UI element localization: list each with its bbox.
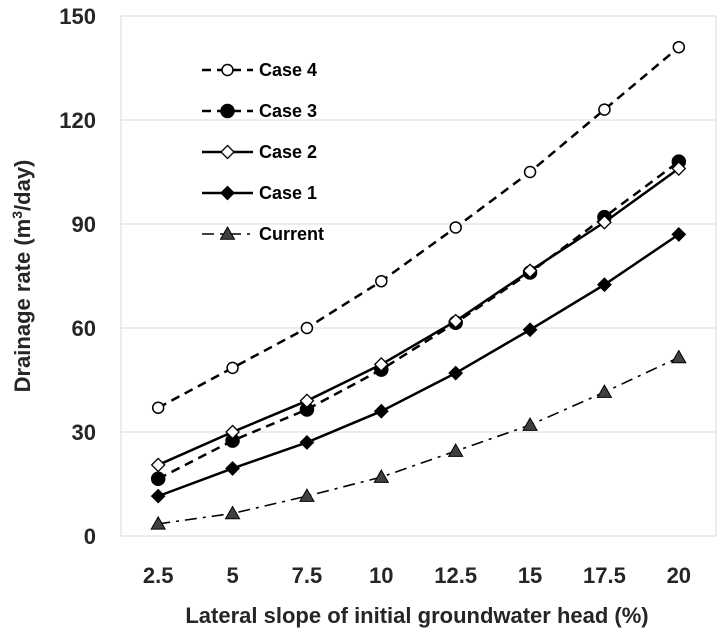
series-line-case-2 (157, 167, 680, 467)
point-case-3-2.5 (150, 471, 166, 487)
point-case-2-20 (671, 161, 687, 176)
point-case-2-17.5 (597, 214, 612, 230)
legend-item-current: Current (202, 224, 324, 244)
legend-marker-case-1 (220, 185, 235, 201)
point-case-2-7.5 (299, 393, 315, 409)
point-case-2-10 (373, 356, 389, 372)
point-case-4-10 (375, 274, 388, 288)
point-case-1-20 (671, 226, 687, 242)
series-current (150, 349, 687, 530)
point-case-4-7.5 (300, 321, 314, 335)
series-line-current (158, 356, 680, 525)
x-tick-label-5: 5 (226, 563, 238, 588)
legend-label-case-3: Case 3 (259, 101, 317, 121)
y-tick-label-90: 90 (72, 212, 96, 237)
point-case-4-20 (672, 40, 686, 54)
point-case-4-5 (226, 361, 239, 375)
legend-item-case-1: Case 1 (202, 183, 317, 203)
legend-label-case-2: Case 2 (259, 142, 317, 162)
series-line-case-4 (157, 46, 680, 409)
legend-label-case-1: Case 1 (259, 183, 317, 203)
point-current-20 (670, 349, 687, 364)
series-case-1 (150, 226, 687, 504)
series-lines (150, 40, 687, 530)
x-tick-label-20: 20 (667, 563, 691, 588)
y-axis-title: Drainage rate (m3/day) (9, 160, 35, 393)
y-tick-label-150: 150 (59, 4, 96, 29)
point-case-1-15 (522, 322, 538, 338)
legend-label-current: Current (259, 224, 324, 244)
series-case-4 (151, 40, 686, 414)
point-current-7.5 (299, 488, 315, 502)
point-case-2-2.5 (150, 457, 166, 473)
legend-marker-case-2 (220, 144, 235, 160)
point-case-1-10 (373, 403, 389, 419)
plot-area-border (120, 15, 717, 537)
point-current-12.5 (447, 443, 464, 457)
point-current-5 (224, 505, 241, 520)
point-case-2-12.5 (448, 313, 464, 329)
point-case-4-15 (523, 165, 537, 179)
point-case-4-17.5 (598, 103, 611, 116)
legend-marker-current (219, 225, 236, 240)
x-tick-label-7.5: 7.5 (292, 563, 323, 588)
legend-marker-case-3 (220, 103, 235, 119)
series-case-2 (150, 161, 687, 473)
x-tick-label-17.5: 17.5 (583, 563, 626, 588)
legend-item-case-2: Case 2 (202, 142, 317, 162)
x-tick-label-12.5: 12.5 (434, 563, 477, 588)
point-current-2.5 (150, 515, 167, 530)
point-case-1-12.5 (448, 365, 464, 381)
legend-item-case-3: Case 3 (202, 101, 317, 121)
legend-marker-case-4 (221, 63, 234, 77)
y-tick-label-120: 120 (59, 108, 96, 133)
y-axis-title-superscript: 3 (9, 211, 25, 219)
series-line-case-1 (157, 233, 680, 498)
x-tick-label-10: 10 (369, 563, 393, 588)
point-current-10 (373, 469, 390, 483)
x-tick-label-2.5: 2.5 (143, 563, 174, 588)
y-axis-title-main: Drainage rate (m (10, 219, 35, 393)
point-case-1-2.5 (150, 488, 166, 504)
x-axis-tick-labels: 2.5 5 7.5 10 12.5 15 17.5 20 (143, 563, 691, 588)
point-current-17.5 (596, 384, 613, 398)
point-case-2-5 (225, 424, 240, 440)
series-line-case-3 (157, 160, 680, 480)
legend-label-case-4: Case 4 (259, 60, 317, 80)
point-case-1-17.5 (597, 277, 612, 293)
point-case-1-5 (225, 460, 240, 476)
y-axis-tick-labels: 0 30 60 90 120 150 (59, 4, 96, 549)
legend-item-case-4: Case 4 (202, 60, 317, 80)
point-case-4-12.5 (449, 221, 462, 234)
point-case-1-7.5 (299, 434, 315, 450)
y-tick-label-30: 30 (72, 420, 96, 445)
y-axis-title-end: /day) (10, 160, 35, 211)
legend: Case 4 Case 3 Case 2 Case 1 Current (202, 60, 324, 244)
point-case-4-2.5 (151, 401, 165, 414)
y-tick-label-0: 0 (84, 524, 96, 549)
point-case-2-15 (522, 263, 538, 279)
x-axis-title: Lateral slope of initial groundwater hea… (185, 603, 648, 628)
x-tick-label-15: 15 (518, 563, 542, 588)
y-tick-label-60: 60 (72, 316, 96, 341)
point-current-15 (522, 417, 538, 431)
